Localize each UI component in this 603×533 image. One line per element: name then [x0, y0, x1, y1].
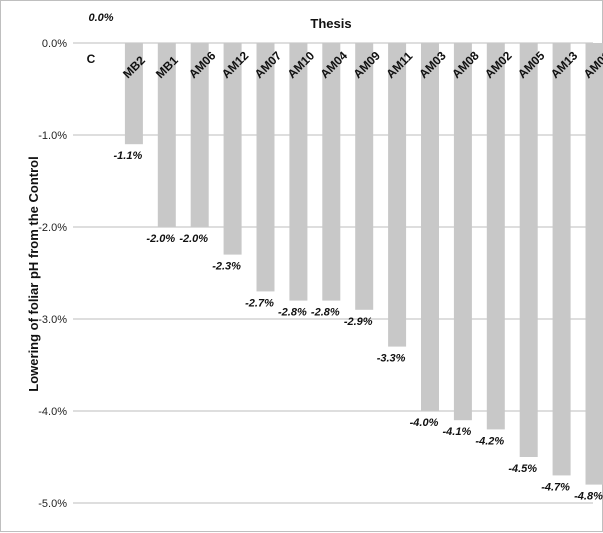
data-label: -3.3% [377, 353, 406, 365]
bar-am01 [586, 43, 603, 485]
y-axis-ticks: 0.0% -1.0% -2.0% -3.0% -4.0% -5.0% [38, 38, 67, 510]
bar-am09 [355, 43, 373, 310]
y-tick-label: -2.0% [38, 222, 67, 234]
y-tick-label: -1.0% [38, 130, 67, 142]
data-label: -4.2% [475, 435, 504, 447]
y-tick-label: -3.0% [38, 314, 67, 326]
data-label: 0.0% [88, 12, 113, 24]
y-tick-label: 0.0% [42, 38, 67, 50]
data-label: -2.7% [245, 297, 274, 309]
data-label: -2.0% [179, 233, 208, 245]
bar-am03 [421, 43, 439, 411]
data-label: -2.9% [344, 316, 373, 328]
data-label: -4.7% [541, 481, 570, 493]
data-label: -4.1% [443, 426, 472, 438]
y-axis-title: Lowering of foliar pH from the Control [26, 156, 41, 391]
data-label: -4.0% [410, 417, 439, 429]
bar-am11 [388, 43, 406, 347]
category-label: MB2 [120, 53, 148, 81]
data-label: -2.8% [278, 307, 307, 319]
chart-title: Thesis [310, 16, 351, 31]
data-label: -4.8% [574, 491, 603, 503]
bar-am08 [454, 43, 472, 420]
bars [125, 43, 603, 485]
bar-am13 [553, 43, 571, 475]
y-tick-label: -4.0% [38, 406, 67, 418]
data-label: -2.3% [212, 261, 241, 273]
bar-am04 [322, 43, 340, 301]
data-label: -2.0% [146, 233, 175, 245]
data-label: -1.1% [114, 150, 143, 162]
bar-am02 [487, 43, 505, 429]
category-label: MB1 [153, 53, 181, 81]
y-tick-label: -5.0% [38, 498, 67, 510]
data-label: -2.8% [311, 307, 340, 319]
category-label: C [87, 52, 96, 66]
bar-am07 [257, 43, 275, 291]
bar-am05 [520, 43, 538, 457]
data-label: -4.5% [508, 463, 537, 475]
bar-am10 [289, 43, 307, 301]
